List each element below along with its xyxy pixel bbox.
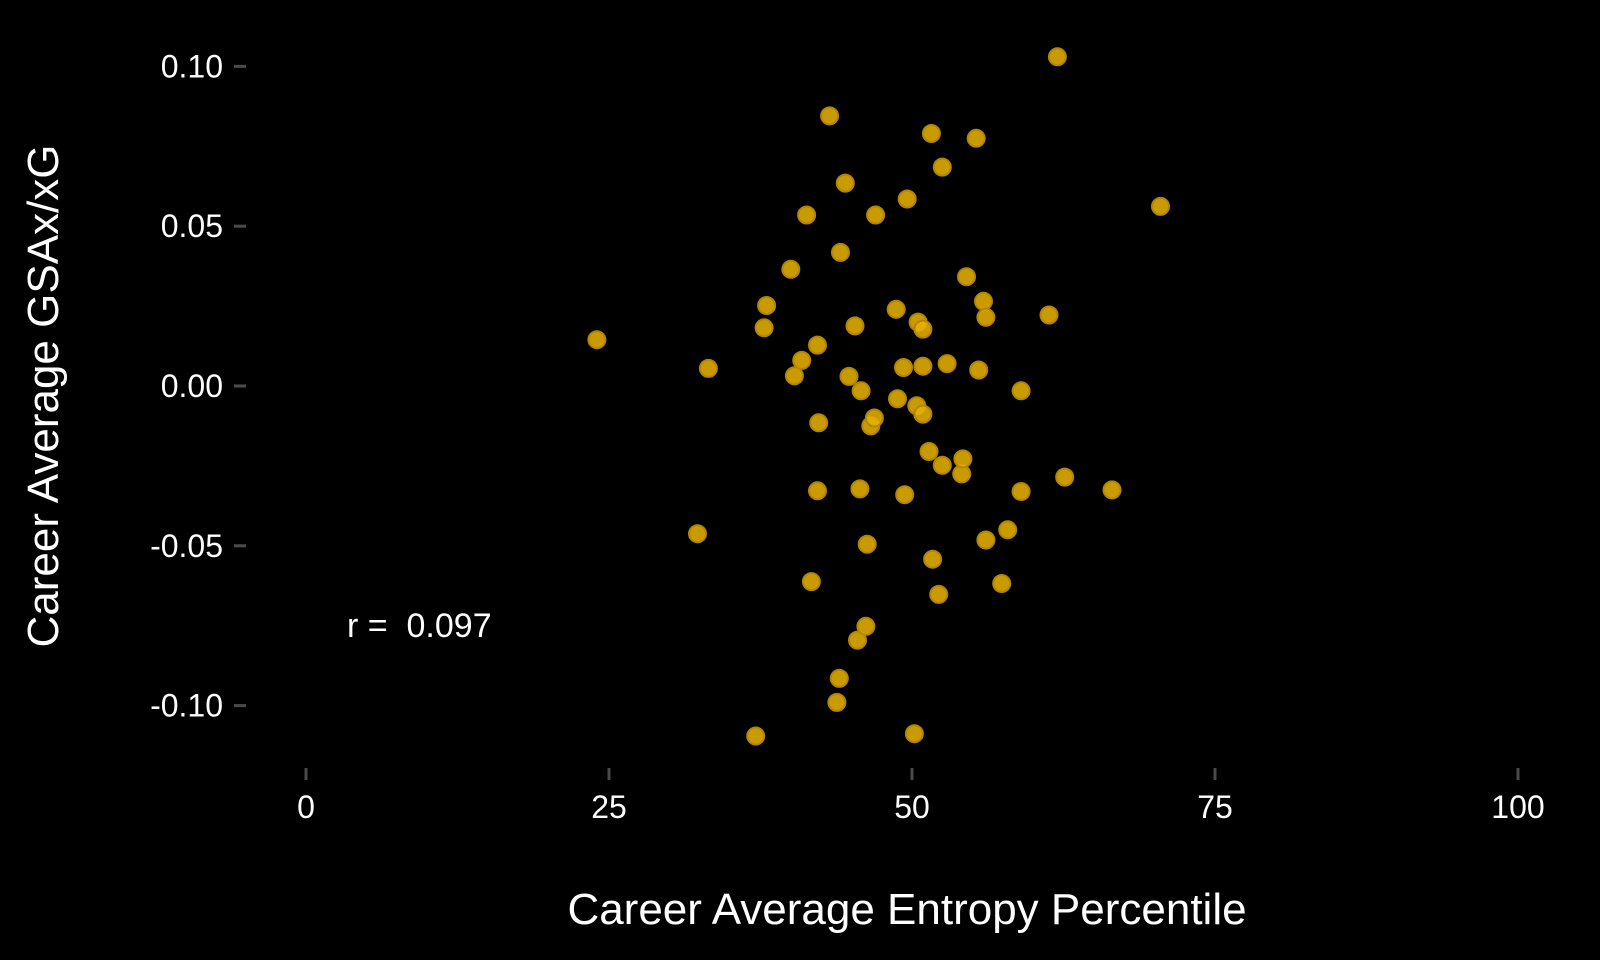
data-point bbox=[974, 291, 993, 311]
data-points bbox=[587, 47, 1170, 746]
data-point bbox=[932, 455, 952, 475]
correlation-annotation: r = 0.097 bbox=[347, 607, 492, 645]
data-point bbox=[866, 205, 886, 225]
data-point bbox=[835, 173, 855, 193]
data-point bbox=[1011, 381, 1031, 401]
x-tick-label: 50 bbox=[894, 789, 930, 825]
x-tick-label: 0 bbox=[297, 789, 315, 825]
data-point bbox=[992, 574, 1012, 593]
data-point bbox=[781, 259, 801, 279]
y-tick-label: -0.05 bbox=[150, 528, 223, 564]
x-tick-label: 100 bbox=[1491, 789, 1544, 825]
data-point bbox=[831, 242, 850, 262]
y-tick-label: 0.05 bbox=[161, 208, 223, 244]
data-point bbox=[839, 366, 859, 386]
data-point bbox=[897, 189, 917, 209]
data-point bbox=[820, 106, 840, 126]
data-point bbox=[966, 128, 986, 148]
x-axis: 0 25 50 75 100 bbox=[297, 768, 1545, 825]
x-tick-label: 25 bbox=[591, 789, 627, 825]
data-point bbox=[929, 584, 949, 604]
x-tick-label: 75 bbox=[1197, 789, 1233, 825]
data-point bbox=[587, 330, 607, 350]
data-point bbox=[937, 354, 957, 374]
data-point bbox=[857, 534, 877, 554]
data-point bbox=[809, 413, 829, 433]
data-point bbox=[1039, 305, 1059, 325]
data-point bbox=[976, 530, 996, 550]
data-point bbox=[848, 630, 867, 650]
data-point bbox=[1011, 482, 1031, 501]
data-point bbox=[850, 479, 870, 499]
y-tick-label: 0.00 bbox=[161, 368, 223, 404]
data-point bbox=[894, 358, 913, 377]
data-point bbox=[923, 549, 943, 569]
data-point bbox=[913, 404, 933, 424]
data-point bbox=[932, 157, 952, 177]
y-tick-label: 0.10 bbox=[161, 48, 223, 84]
data-point bbox=[919, 442, 939, 461]
data-point bbox=[851, 381, 871, 401]
data-point bbox=[754, 318, 774, 338]
data-point bbox=[1047, 47, 1067, 67]
data-point bbox=[1055, 467, 1075, 487]
data-point bbox=[829, 668, 849, 688]
data-point bbox=[913, 356, 933, 376]
data-point bbox=[688, 524, 707, 544]
data-point bbox=[801, 572, 821, 592]
data-point bbox=[886, 299, 906, 319]
data-point bbox=[808, 481, 827, 501]
data-point bbox=[904, 724, 924, 744]
y-tick-label: -0.10 bbox=[150, 688, 223, 724]
data-point bbox=[856, 616, 876, 636]
data-point bbox=[957, 267, 976, 287]
data-point bbox=[864, 408, 884, 428]
data-point bbox=[792, 350, 812, 370]
data-point bbox=[1151, 196, 1170, 216]
data-point bbox=[698, 358, 718, 378]
data-point bbox=[827, 692, 847, 712]
data-point bbox=[1102, 480, 1122, 500]
data-point bbox=[808, 335, 827, 355]
data-point bbox=[921, 124, 941, 143]
data-point bbox=[969, 360, 989, 380]
data-point bbox=[746, 726, 766, 746]
x-axis-title: Career Average Entropy Percentile bbox=[567, 885, 1246, 934]
data-point bbox=[888, 389, 907, 409]
y-axis: 0.10 0.05 0.00 -0.05 -0.10 bbox=[150, 48, 246, 724]
data-point bbox=[913, 319, 933, 339]
data-point bbox=[953, 449, 973, 469]
data-point bbox=[757, 296, 777, 315]
data-point bbox=[895, 485, 915, 505]
data-point bbox=[784, 366, 804, 386]
data-point bbox=[976, 307, 996, 327]
data-point bbox=[845, 316, 865, 336]
y-axis-title: Career Average GSAx/xG bbox=[19, 145, 68, 648]
data-point bbox=[998, 520, 1018, 540]
data-point bbox=[797, 205, 817, 225]
